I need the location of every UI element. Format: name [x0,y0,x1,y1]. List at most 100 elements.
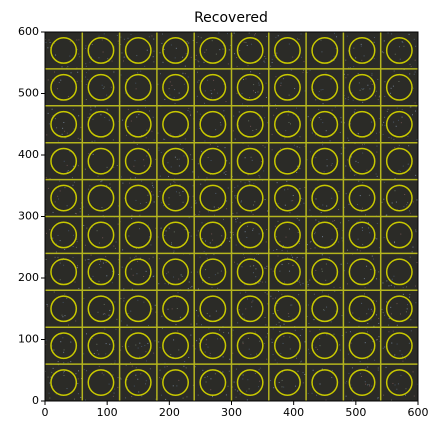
noise-dot [265,268,267,270]
noise-dot [45,274,47,276]
noise-dot [137,378,139,380]
noise-dot [333,116,335,118]
aperture [348,332,376,360]
noise-dot [378,336,380,338]
noise-dot [396,324,398,326]
noise-dot [334,219,336,221]
noise-dot [152,256,154,258]
noise-dot [272,249,274,251]
noise-dot [253,84,255,86]
noise-dot [168,227,170,229]
noise-dot [203,250,205,252]
noise-dot [157,195,159,197]
noise-dot [109,309,111,311]
aperture [274,369,301,396]
noise-dot [276,52,278,54]
noise-dot [217,207,219,209]
noise-dot [246,390,248,392]
noise-dot [73,128,75,130]
noise-dot [299,136,301,138]
noise-dot [357,162,359,164]
aperture [348,184,376,212]
noise-dot [220,124,222,126]
noise-dot [412,371,414,373]
noise-dot [319,329,321,331]
noise-dot [375,90,377,92]
noise-dot [244,182,246,184]
noise-dot [196,323,198,325]
noise-dot [359,361,361,363]
noise-dot [391,202,393,204]
noise-dot [190,113,192,115]
noise-dot [51,345,53,347]
aperture [348,295,376,323]
noise-dot [292,256,294,258]
noise-dot [249,183,251,185]
noise-dot [131,365,133,367]
noise-dot [282,342,284,344]
noise-dot [264,61,266,63]
noise-dot [299,282,301,284]
noise-dot [357,133,359,135]
aperture [87,184,115,212]
noise-dot [360,373,362,375]
noise-dot [353,47,355,49]
noise-dot [257,91,259,93]
noise-dot [292,195,294,197]
noise-dot [96,343,98,345]
aperture [348,73,376,101]
noise-dot [132,274,134,276]
noise-dot [210,378,212,380]
noise-dot [415,285,417,287]
noise-dot [408,33,410,35]
noise-dot [330,164,332,166]
noise-dot [100,266,102,268]
noise-dot [316,394,318,396]
noise-dot [238,111,240,113]
aperture [162,221,189,249]
aperture [162,258,189,286]
noise-dot [94,140,96,142]
noise-dot [289,348,291,350]
noise-dot [138,247,140,249]
noise-dot [271,149,273,151]
noise-dot [255,33,257,35]
aperture [348,258,376,286]
noise-dot [204,351,206,353]
noise-dot [309,209,311,211]
noise-dot [78,288,80,290]
noise-dot [197,394,199,396]
noise-dot [159,369,161,371]
noise-dot [344,147,346,149]
noise-dot [361,207,363,209]
noise-dot [402,165,404,167]
noise-dot [196,234,198,236]
noise-dot [416,139,418,141]
noise-dot [297,370,299,372]
noise-dot [196,111,198,113]
noise-dot [143,159,145,161]
noise-dot [166,366,168,368]
noise-dot [354,109,356,111]
aperture [50,110,78,138]
noise-dot [112,139,114,141]
noise-dot [223,218,225,220]
noise-dot [387,32,389,34]
noise-dot [236,212,238,214]
noise-dot [315,134,317,136]
aperture [199,369,227,396]
noise-dot [298,219,300,221]
noise-dot [253,34,255,36]
noise-dot [298,242,300,244]
noise-dot [390,399,392,401]
noise-dot [204,376,206,378]
noise-dot [350,384,352,386]
noise-dot [381,201,383,203]
noise-dot [333,333,335,335]
noise-dot [239,393,241,395]
noise-dot [321,51,323,53]
aperture [236,110,264,138]
noise-dot [371,121,373,123]
noise-dot [250,43,252,45]
noise-dot [280,82,282,84]
